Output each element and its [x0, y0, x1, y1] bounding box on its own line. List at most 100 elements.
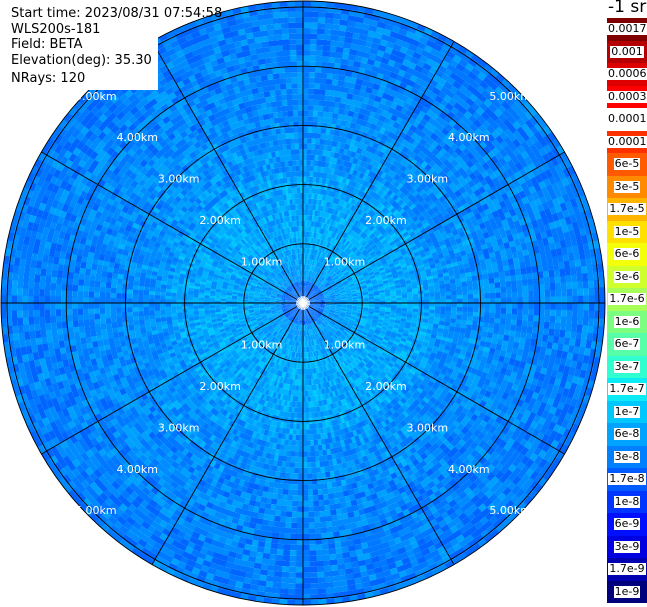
range-gate	[292, 311, 297, 317]
range-gate	[305, 313, 308, 320]
range-gate	[292, 311, 297, 317]
range-gate	[286, 304, 293, 306]
range-gate	[287, 297, 293, 300]
range-gate	[306, 287, 309, 293]
range-gate	[390, 298, 397, 301]
range-gate	[304, 313, 306, 320]
range-gate	[292, 299, 298, 302]
range-gate	[288, 307, 294, 311]
range-gate	[292, 289, 297, 295]
range-gate	[209, 305, 216, 308]
range-gate	[313, 304, 320, 306]
range-gate	[313, 306, 319, 310]
range-gate	[289, 292, 295, 297]
range-gate	[298, 292, 301, 298]
range-gate	[308, 305, 314, 308]
range-gate	[292, 311, 297, 316]
range-gate	[307, 306, 312, 311]
range-gate	[306, 287, 310, 293]
range-gate	[312, 295, 319, 299]
range-gate	[306, 307, 310, 312]
range-gate	[295, 307, 300, 312]
range-gate	[311, 292, 316, 296]
range-gate	[310, 290, 315, 295]
range-gate	[306, 313, 309, 319]
range-gate	[286, 299, 293, 301]
range-gate	[401, 297, 408, 301]
range-gate	[294, 295, 299, 300]
range-gate	[198, 305, 205, 309]
range-gate	[304, 313, 306, 320]
range-gate	[307, 306, 312, 310]
range-gate	[294, 296, 299, 300]
range-gate	[313, 297, 319, 300]
range-gate	[313, 298, 320, 301]
range-gate	[289, 292, 295, 297]
range-gate	[289, 293, 295, 297]
range-gate	[306, 287, 309, 293]
range-gate	[286, 299, 293, 301]
range-gate	[286, 305, 293, 307]
range-gate	[292, 305, 298, 308]
range-gate	[305, 401, 309, 408]
range-gate	[293, 296, 299, 300]
range-gate	[291, 291, 296, 296]
range-gate	[291, 310, 296, 315]
range-gate	[313, 306, 319, 309]
range-gate	[310, 290, 315, 296]
range-gate	[292, 303, 298, 305]
range-gate	[301, 292, 303, 298]
range-gate	[287, 296, 293, 300]
range-gate	[291, 310, 296, 316]
range-gate	[287, 307, 293, 310]
range-gate	[306, 287, 309, 293]
range-gate	[313, 299, 320, 301]
range-gate	[306, 307, 310, 313]
range-gate	[314, 301, 320, 303]
range-gate	[286, 303, 293, 305]
range-gate	[286, 304, 293, 306]
range-gate	[309, 289, 313, 295]
range-gate	[303, 286, 305, 292]
range-gate	[303, 308, 305, 314]
range-gate	[313, 305, 320, 307]
range-gate	[305, 287, 308, 293]
range-gate	[287, 306, 293, 310]
range-gate	[300, 313, 302, 320]
range-gate	[295, 312, 299, 319]
range-gate	[313, 305, 319, 308]
range-gate	[292, 290, 296, 295]
range-gate	[307, 306, 312, 310]
range-gate	[311, 309, 317, 313]
range-gate	[301, 292, 303, 298]
range-gate	[298, 209, 301, 216]
range-gate	[306, 294, 311, 299]
range-gate	[305, 308, 308, 314]
range-gate	[296, 294, 300, 299]
range-gate	[309, 311, 314, 316]
range-gate	[307, 296, 312, 300]
range-gate	[296, 313, 299, 319]
range-gate	[286, 305, 293, 307]
range-gate	[287, 307, 294, 311]
range-gate	[306, 313, 309, 319]
range-gate	[298, 313, 301, 319]
range-gate	[293, 289, 297, 295]
range-gate	[300, 313, 302, 320]
range-gate	[305, 308, 308, 314]
range-gate	[301, 292, 303, 298]
range-gate	[298, 292, 301, 298]
range-gate	[304, 286, 307, 293]
range-gate	[304, 292, 307, 298]
range-gate	[308, 301, 314, 303]
range-gate	[304, 313, 306, 320]
range-gate	[287, 295, 294, 299]
range-gate	[311, 292, 317, 297]
range-gate	[307, 306, 313, 310]
range-gate	[297, 198, 301, 205]
range-gate	[299, 308, 302, 314]
range-gate	[312, 293, 317, 297]
range-gate	[313, 305, 320, 307]
range-gate	[286, 303, 292, 305]
